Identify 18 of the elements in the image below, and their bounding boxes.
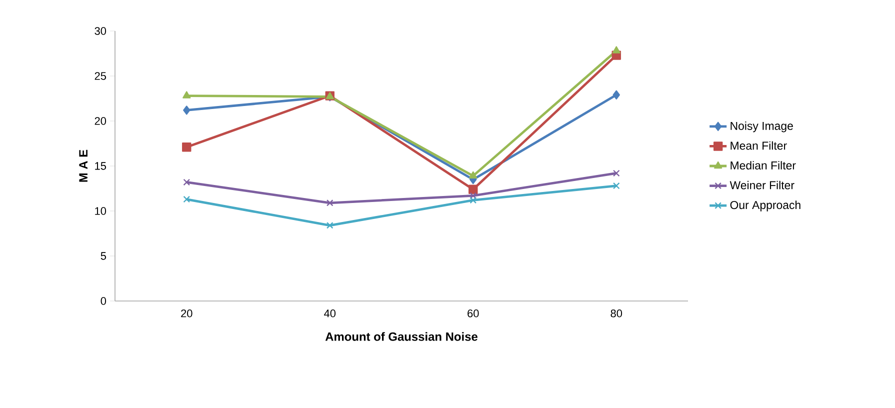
y-tick-label: 5	[100, 252, 106, 260]
y-tick-label: 25	[94, 72, 106, 80]
y-tick-label: 30	[94, 27, 106, 35]
legend-label: Mean Filter	[730, 141, 787, 150]
legend-label: Noisy Image	[730, 122, 793, 132]
x-tick-label: 20	[181, 310, 192, 318]
x-tick-label: 40	[324, 310, 336, 318]
x-tick-label: 80	[610, 310, 622, 318]
x-tick-label: 60	[468, 310, 479, 318]
y-tick-label: 15	[95, 162, 106, 170]
x-axis-title: Amount of Gaussian Noise	[325, 332, 478, 341]
y-tick-label: 10	[95, 207, 106, 215]
legend-label: Median Filter	[730, 161, 796, 170]
y-tick-label: 0	[100, 297, 106, 305]
legend-label: Weiner Filter	[730, 180, 794, 190]
y-axis-title: M A E	[79, 150, 88, 182]
legend-label: Our Approach	[730, 200, 800, 212]
y-tick-label: 20	[94, 117, 106, 125]
